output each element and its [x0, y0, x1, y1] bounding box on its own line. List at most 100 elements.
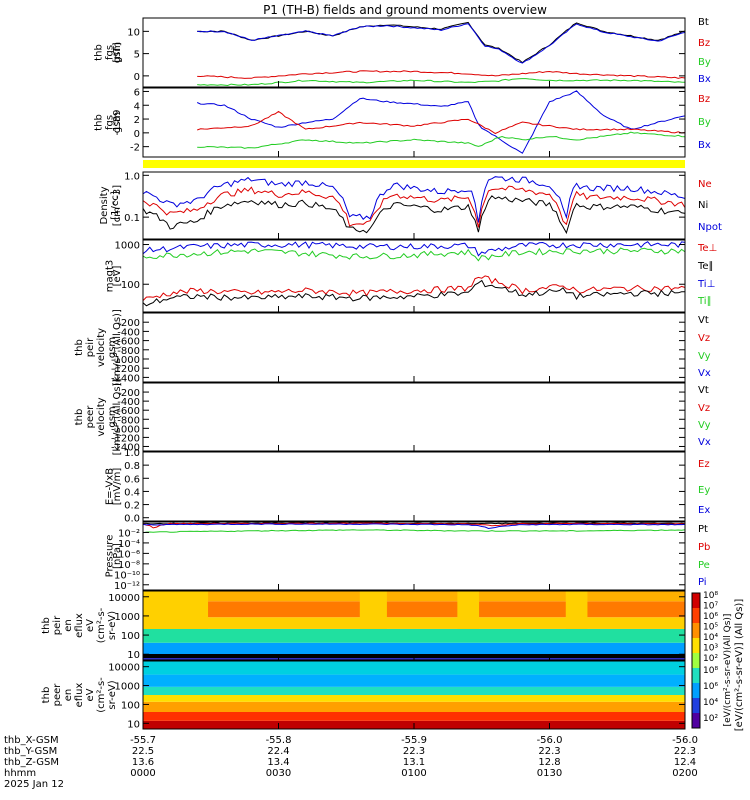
heatmap-gap — [457, 591, 480, 629]
y-axis-label: sr-eV) — [107, 611, 118, 640]
y-tick-label: 10000 — [108, 593, 140, 604]
legend-entry-Vz: Vz — [698, 403, 710, 414]
y-tick-label: -1400 — [111, 442, 140, 453]
colorbar-segment — [692, 698, 700, 714]
series-line-Bz — [197, 70, 686, 79]
y-axis-label: peir — [85, 337, 96, 357]
y-axis-label: velocity — [96, 397, 107, 436]
x-axis-tick-x: -55.8 — [266, 735, 292, 746]
y-axis-label: [eV] — [112, 266, 123, 287]
y-tick-label: 10 — [127, 27, 140, 38]
x-axis-tick-y: 22.4 — [267, 746, 289, 757]
colorbar-segment — [692, 608, 700, 624]
y-tick-label: 100 — [121, 700, 140, 711]
y-axis-label: magt3 — [105, 260, 116, 293]
panel-4: 1000 100 magt3[eV] Te⊥ Te∥ Ti⊥ Ti∥ — [105, 239, 717, 313]
legend-entry-Vy: Vy — [698, 420, 711, 431]
legend-entry-Ez: Ez — [698, 459, 710, 470]
x-axis-tick-z: 13.1 — [403, 757, 425, 768]
y-axis-label: Density — [99, 186, 110, 224]
x-axis-tick-z: 13.4 — [267, 757, 289, 768]
x-axis-tick-z: 12.8 — [538, 757, 560, 768]
y-tick-label: 0 — [134, 72, 140, 83]
heatmap-9 — [143, 591, 685, 660]
y-tick-label: -800 — [117, 346, 140, 357]
series-line-Te⊥ — [142, 275, 686, 301]
y-axis-label: sr-eV) — [107, 680, 118, 709]
y-tick-label: 5 — [134, 50, 140, 61]
colorbar-tick-label: 10⁸ — [703, 591, 718, 601]
heatmap-gap — [565, 591, 588, 629]
heatmap-band — [143, 686, 685, 695]
y-axis-label: [nT] — [112, 42, 123, 62]
y-tick-label: 10⁻¹⁰ — [114, 570, 140, 581]
series-line-Npot — [142, 176, 686, 223]
legend-entry-Vy: Vy — [698, 351, 711, 362]
y-tick-label: 10000 — [108, 663, 140, 674]
y-tick-label: 10 — [127, 719, 140, 730]
y-axis-label: [mV/m] — [112, 468, 123, 506]
y-axis-label: eflux — [74, 613, 85, 638]
legend-entry-Vt: Vt — [698, 385, 709, 396]
series-line-Ti⊥ — [142, 241, 686, 257]
legend-entry-By: By — [698, 57, 711, 68]
y-tick-label: 1000 — [115, 241, 140, 252]
y-tick-label: 10⁻⁶ — [118, 549, 140, 560]
legend-entry-Pe: Pe — [698, 560, 710, 571]
y-tick-label: 1.0 — [124, 171, 140, 182]
y-axis-label: fgs — [105, 115, 116, 130]
x-axis-tick-y: 22.3 — [403, 746, 425, 757]
y-tick-label: -1000 — [111, 355, 140, 366]
series-line-Te∥ — [142, 279, 685, 307]
series-line-Ti∥ — [142, 247, 686, 262]
x-axis-tick-t: 0130 — [537, 768, 562, 779]
legend-entry-Ti⊥: Ti⊥ — [697, 279, 715, 290]
y-tick-label: 10 — [127, 650, 140, 661]
x-axis-row-label: hhmm — [4, 768, 36, 779]
series-line-Bz — [197, 110, 686, 135]
x-axis-tick-x: -55.9 — [401, 735, 427, 746]
colorbar-segment — [692, 638, 700, 654]
y-tick-label: 0.4 — [124, 487, 140, 498]
legend-entry-Pi: Pi — [698, 577, 707, 588]
y-tick-label: -800 — [117, 415, 140, 426]
y-tick-label: 6 — [134, 87, 140, 98]
y-tick-label: -600 — [117, 337, 140, 348]
colorbar-label-overlap: [eV/(cm²-s-sr-eV)(All Qs)] — [723, 614, 733, 727]
y-tick-label: -600 — [117, 406, 140, 417]
panel-9: 10000 1000 100 10 thb peir en eflux eV (cm²-s-sr-… — [41, 590, 686, 661]
y-axis-label: fgs — [105, 45, 116, 60]
heatmap-band — [143, 642, 685, 657]
legend-entry-Bz: Bz — [698, 94, 710, 105]
x-axis-row-label: thb_Z-GSM — [4, 757, 59, 768]
y-axis-label: gsm — [107, 406, 118, 427]
y-tick-label: 0 — [134, 129, 140, 140]
colorbar-tick-label: 10⁵ — [703, 623, 718, 633]
x-axis-row-label: thb_X-GSM — [4, 735, 59, 746]
y-axis-label: thb — [41, 617, 52, 634]
y-tick-label: 10⁻⁸ — [118, 560, 140, 571]
y-axis-label: [nPa] — [112, 543, 123, 569]
y-tick-label: 4 — [134, 101, 140, 112]
heatmap-band — [143, 712, 685, 721]
legend-entry-Vz: Vz — [698, 333, 710, 344]
legend-entry-Bt: Bt — [698, 17, 709, 28]
colorbar-frame — [691, 592, 701, 729]
legend-entry-Te∥: Te∥ — [697, 261, 714, 272]
legend-entry-Ey: Ey — [698, 485, 710, 496]
heatmap-band — [143, 628, 685, 643]
y-axis-label: peer — [52, 683, 63, 707]
y-axis-label: gsm — [107, 337, 118, 358]
y-axis-label: thb — [94, 114, 105, 131]
y-axis-label: E=-VxB — [105, 468, 116, 505]
y-axis-label: [1/cc] — [110, 191, 121, 220]
y-tick-label: 0.0 — [124, 514, 140, 525]
y-tick-label: -400 — [117, 397, 140, 408]
y-tick-label: 1000 — [115, 682, 140, 693]
y-axis-label: thb — [41, 687, 52, 704]
